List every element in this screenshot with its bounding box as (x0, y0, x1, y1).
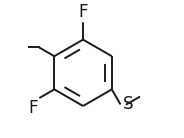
Text: F: F (78, 3, 88, 22)
Text: S: S (123, 95, 134, 113)
Text: F: F (29, 99, 38, 117)
